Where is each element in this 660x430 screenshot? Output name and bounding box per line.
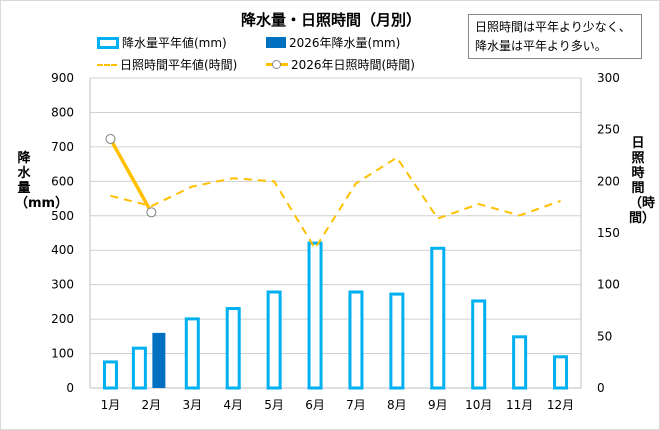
y-right-tick: 300 [597, 71, 620, 85]
legend-item-2026-sun: 2026年日照時間(時間) [266, 56, 415, 73]
legend-swatch-marker [266, 60, 288, 69]
x-tick: 1月 [101, 398, 121, 412]
line-normal-sunshine [110, 156, 561, 251]
legend-label: 2026年降水量(mm) [289, 36, 401, 50]
y-left-tick: 800 [51, 105, 74, 119]
y-left-tick: 400 [51, 243, 74, 257]
annotation-line: 降水量は平年より多い。 [475, 39, 607, 53]
bar-normal [184, 317, 200, 390]
bar-normal [102, 360, 118, 390]
y-left-tick: 200 [51, 312, 74, 326]
y-right-tick: 50 [597, 329, 612, 343]
x-tick: 6月 [305, 398, 325, 412]
bar-normal [553, 355, 569, 390]
legend-label: 日照時間平年値(時間) [120, 58, 238, 72]
legend-swatch-filled [266, 37, 286, 48]
bar-normal [512, 335, 528, 390]
legend-label: 2026年日照時間(時間) [291, 58, 415, 72]
x-tick: 9月 [428, 398, 448, 412]
marker-2026-sunshine [105, 133, 116, 144]
y-left-tick: 500 [51, 209, 74, 223]
y-left-tick: 100 [51, 347, 74, 361]
bar-normal [471, 299, 487, 390]
y-left-tick: 300 [51, 278, 74, 292]
y-right-tick: 200 [597, 174, 620, 188]
y-left-tick: 700 [51, 140, 74, 154]
legend-item-2026-precip: 2026年降水量(mm) [266, 34, 400, 51]
x-tick: 2月 [142, 398, 162, 412]
bar-normal [348, 290, 364, 390]
bar-normal [307, 241, 323, 390]
chart-title: 降水量・日照時間（月別） [240, 11, 421, 29]
x-tick: 5月 [264, 398, 284, 412]
x-tick: 12月 [547, 398, 574, 412]
x-tick: 4月 [223, 398, 243, 412]
y-right-tick: 150 [597, 226, 620, 240]
x-tick: 8月 [387, 398, 407, 412]
bar-normal [266, 290, 282, 390]
bar-2026 [152, 332, 166, 388]
bar-normal [225, 307, 241, 390]
legend-item-normal-precip: 降水量平年値(mm) [97, 34, 227, 51]
y-right-tick: 100 [597, 278, 620, 292]
annotation-box: 日照時間は平年より少なく、 降水量は平年より多い。 [468, 14, 642, 59]
y-left-tick: 600 [51, 174, 74, 188]
y-right-tick: 0 [597, 381, 605, 395]
bar-normal [131, 346, 147, 390]
legend-label: 降水量平年値(mm) [122, 36, 227, 50]
legend-item-normal-sun: 日照時間平年値(時間) [97, 56, 237, 73]
marker-2026-sunshine [146, 207, 157, 218]
bar-normal [430, 246, 446, 390]
annotation-line: 日照時間は平年より少なく、 [475, 20, 631, 34]
y-right-tick: 250 [597, 123, 620, 137]
x-tick: 3月 [182, 398, 202, 412]
x-tick: 7月 [346, 398, 366, 412]
x-tick: 10月 [465, 398, 492, 412]
y-left-tick: 0 [66, 381, 74, 395]
y-left-tick: 900 [51, 71, 74, 85]
x-tick: 11月 [506, 398, 533, 412]
legend-swatch-outline [97, 36, 119, 49]
bar-normal [389, 292, 405, 390]
legend-swatch-dashed [97, 63, 117, 66]
line-2026-sunshine [108, 138, 153, 214]
